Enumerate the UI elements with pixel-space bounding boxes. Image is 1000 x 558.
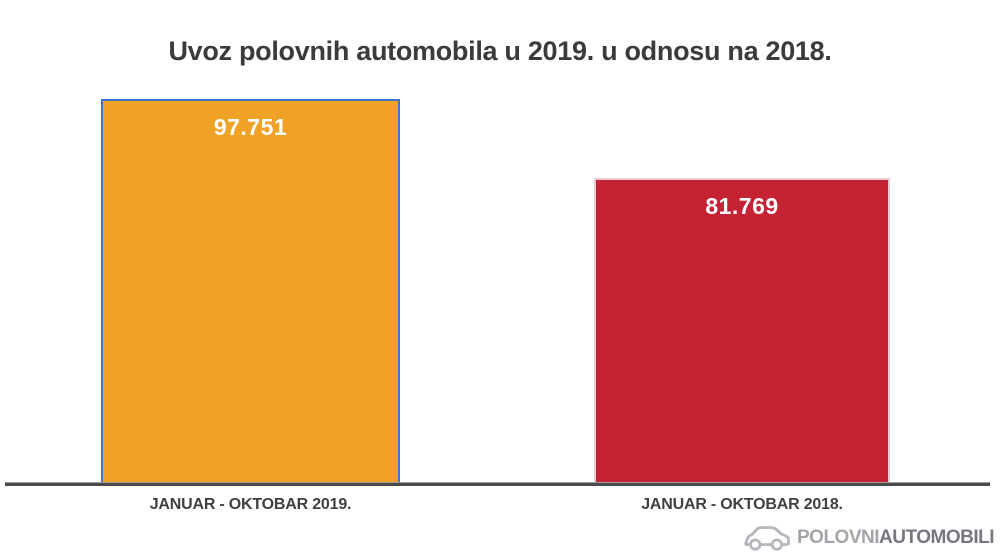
bar-2019: 97.751 [101,99,400,484]
category-label-2019: JANUAR - OKTOBAR 2019. [149,496,352,513]
brand-name-first: POLOVNI [797,527,880,548]
brand-name: POLOVNIAUTOMOBILI [797,527,994,549]
bar-2018: 81.769 [594,178,890,484]
category-label-2018: JANUAR - OKTOBAR 2018. [641,496,843,513]
brand-name-second: AUTOMOBILI [879,527,994,548]
x-axis-line [5,482,990,486]
bar-value-2018: 81.769 [705,193,779,219]
car-icon [742,522,792,554]
bar-value-2019: 97.751 [213,114,288,140]
brand-logo: POLOVNIAUTOMOBILI [742,522,994,554]
chart-title: Uvoz polovnih automobila u 2019. u odnos… [168,36,832,66]
